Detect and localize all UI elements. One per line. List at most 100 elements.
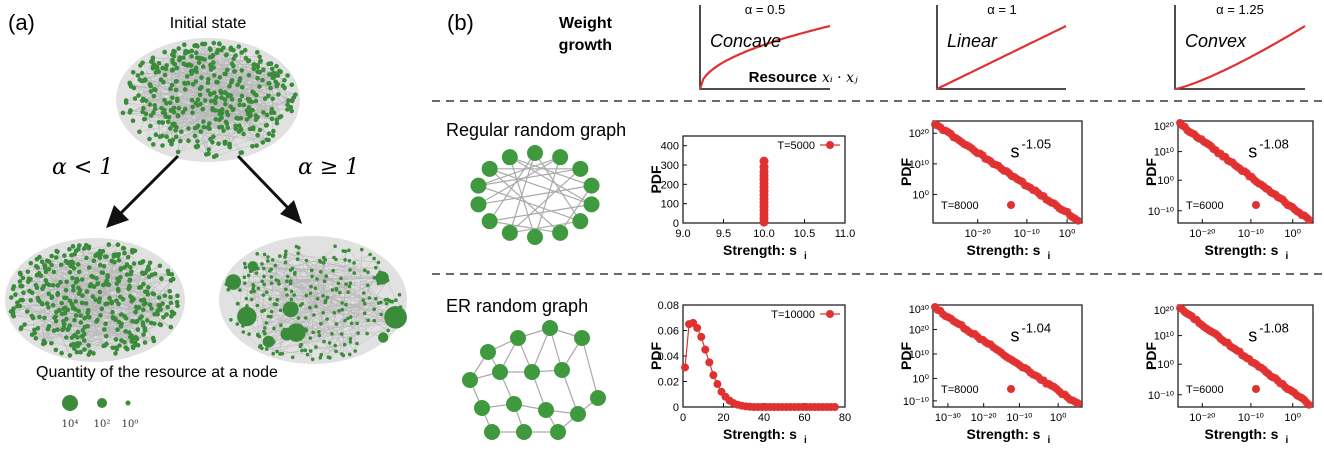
network-node xyxy=(140,259,146,264)
network-node xyxy=(18,326,24,332)
graph-node xyxy=(538,402,554,418)
network-node xyxy=(262,96,268,101)
graph-node xyxy=(470,177,487,194)
legend-marker xyxy=(1252,385,1260,393)
x-tick-label: 10⁻¹⁰ xyxy=(1014,228,1041,240)
network-node xyxy=(154,64,160,70)
network-node xyxy=(367,296,372,300)
network-node xyxy=(174,79,179,84)
network-node xyxy=(86,343,91,348)
y-tick-label: 10⁰ xyxy=(912,189,929,201)
y-axis-label: PDF xyxy=(898,158,914,186)
network-node xyxy=(264,342,268,347)
network-node xyxy=(195,139,200,144)
network-node xyxy=(237,306,257,327)
quantity-label: Quantity of the resource at a node xyxy=(36,364,278,381)
panel-a-label: (a) xyxy=(8,10,35,35)
network-node xyxy=(336,281,341,286)
network-node xyxy=(70,284,76,289)
network-node xyxy=(37,254,42,260)
network-node xyxy=(198,101,203,107)
network-node xyxy=(327,341,332,345)
network-node xyxy=(82,347,87,352)
growth-inset-linear: α = 1 Linear xyxy=(936,2,1067,90)
network-node xyxy=(89,273,94,279)
network-node xyxy=(210,107,215,113)
network-node xyxy=(242,275,247,280)
network-node xyxy=(156,120,162,125)
network-node xyxy=(205,76,211,82)
network-node xyxy=(227,83,232,89)
network-node xyxy=(168,324,174,330)
network-node xyxy=(274,120,280,126)
network-node xyxy=(130,344,136,350)
network-node xyxy=(208,65,214,71)
plot-frame xyxy=(932,120,1083,224)
plot-frame xyxy=(932,304,1083,408)
network-node xyxy=(269,275,274,279)
data-point xyxy=(1074,399,1082,408)
network-node xyxy=(216,141,221,146)
network-node xyxy=(114,298,119,304)
network-node xyxy=(156,61,162,66)
graph-node xyxy=(552,149,569,166)
network-node xyxy=(115,327,120,333)
x-tick-label: 80 xyxy=(839,412,851,424)
network-node xyxy=(67,323,73,328)
network-node xyxy=(372,307,377,312)
y-tick-label: 10⁰ xyxy=(1157,175,1174,187)
y-tick-label: 10⁰ xyxy=(1157,359,1174,371)
network-node xyxy=(120,245,126,251)
network-node xyxy=(70,275,75,281)
graph-node xyxy=(550,424,566,440)
network-node xyxy=(283,260,288,265)
y-tick-label: 10²⁰ xyxy=(1154,305,1175,317)
network-node xyxy=(261,293,266,297)
network-node xyxy=(230,107,236,113)
row-label-regular: Regular random graph xyxy=(446,120,626,140)
network-node xyxy=(366,283,370,288)
network-node xyxy=(348,281,353,286)
network-node xyxy=(36,298,41,303)
network-node xyxy=(141,297,147,303)
growth-inset-convex: α = 1.25 Convex xyxy=(1174,2,1306,91)
plot-frame xyxy=(1177,304,1314,408)
x-tick-label: 9.5 xyxy=(716,228,731,240)
network-node xyxy=(250,143,255,149)
network-node xyxy=(116,258,122,263)
network-node xyxy=(338,290,342,295)
legend-marker xyxy=(1007,385,1015,393)
y-tick-label: 0.02 xyxy=(658,377,679,389)
chart-regular-alpha-1: PDF Strength: s i 10⁻²⁰ 10⁻¹⁰ 10⁰ 10²⁰ 10¹⁰ 10⁰ s… xyxy=(898,120,1083,262)
network-node xyxy=(207,46,213,51)
network-node xyxy=(266,259,270,263)
network-node xyxy=(192,125,198,131)
network-node xyxy=(293,92,298,97)
network-node xyxy=(140,320,146,325)
x-axis-label-subscript: i xyxy=(1286,251,1289,262)
network-node xyxy=(243,265,248,270)
x-tick-label: 10.5 xyxy=(794,228,815,240)
graph-edge xyxy=(509,156,536,238)
network-node xyxy=(177,57,182,63)
network-node xyxy=(17,279,23,284)
network-node xyxy=(76,269,82,275)
network-node xyxy=(231,47,236,53)
network-node xyxy=(233,126,239,131)
panel-b-label: (b) xyxy=(447,10,474,35)
data-point xyxy=(705,358,714,367)
network-node xyxy=(235,322,240,326)
network-node xyxy=(53,255,59,260)
network-node xyxy=(122,265,127,270)
network-node xyxy=(152,87,157,92)
network-node xyxy=(133,319,139,325)
network-node xyxy=(236,44,242,49)
network-node xyxy=(63,295,69,301)
network-node xyxy=(387,319,392,324)
network-node xyxy=(168,86,173,92)
network-node xyxy=(374,296,378,301)
network-node xyxy=(91,284,97,290)
network-node xyxy=(372,276,377,280)
network-node xyxy=(105,274,110,280)
network-node xyxy=(50,283,56,288)
